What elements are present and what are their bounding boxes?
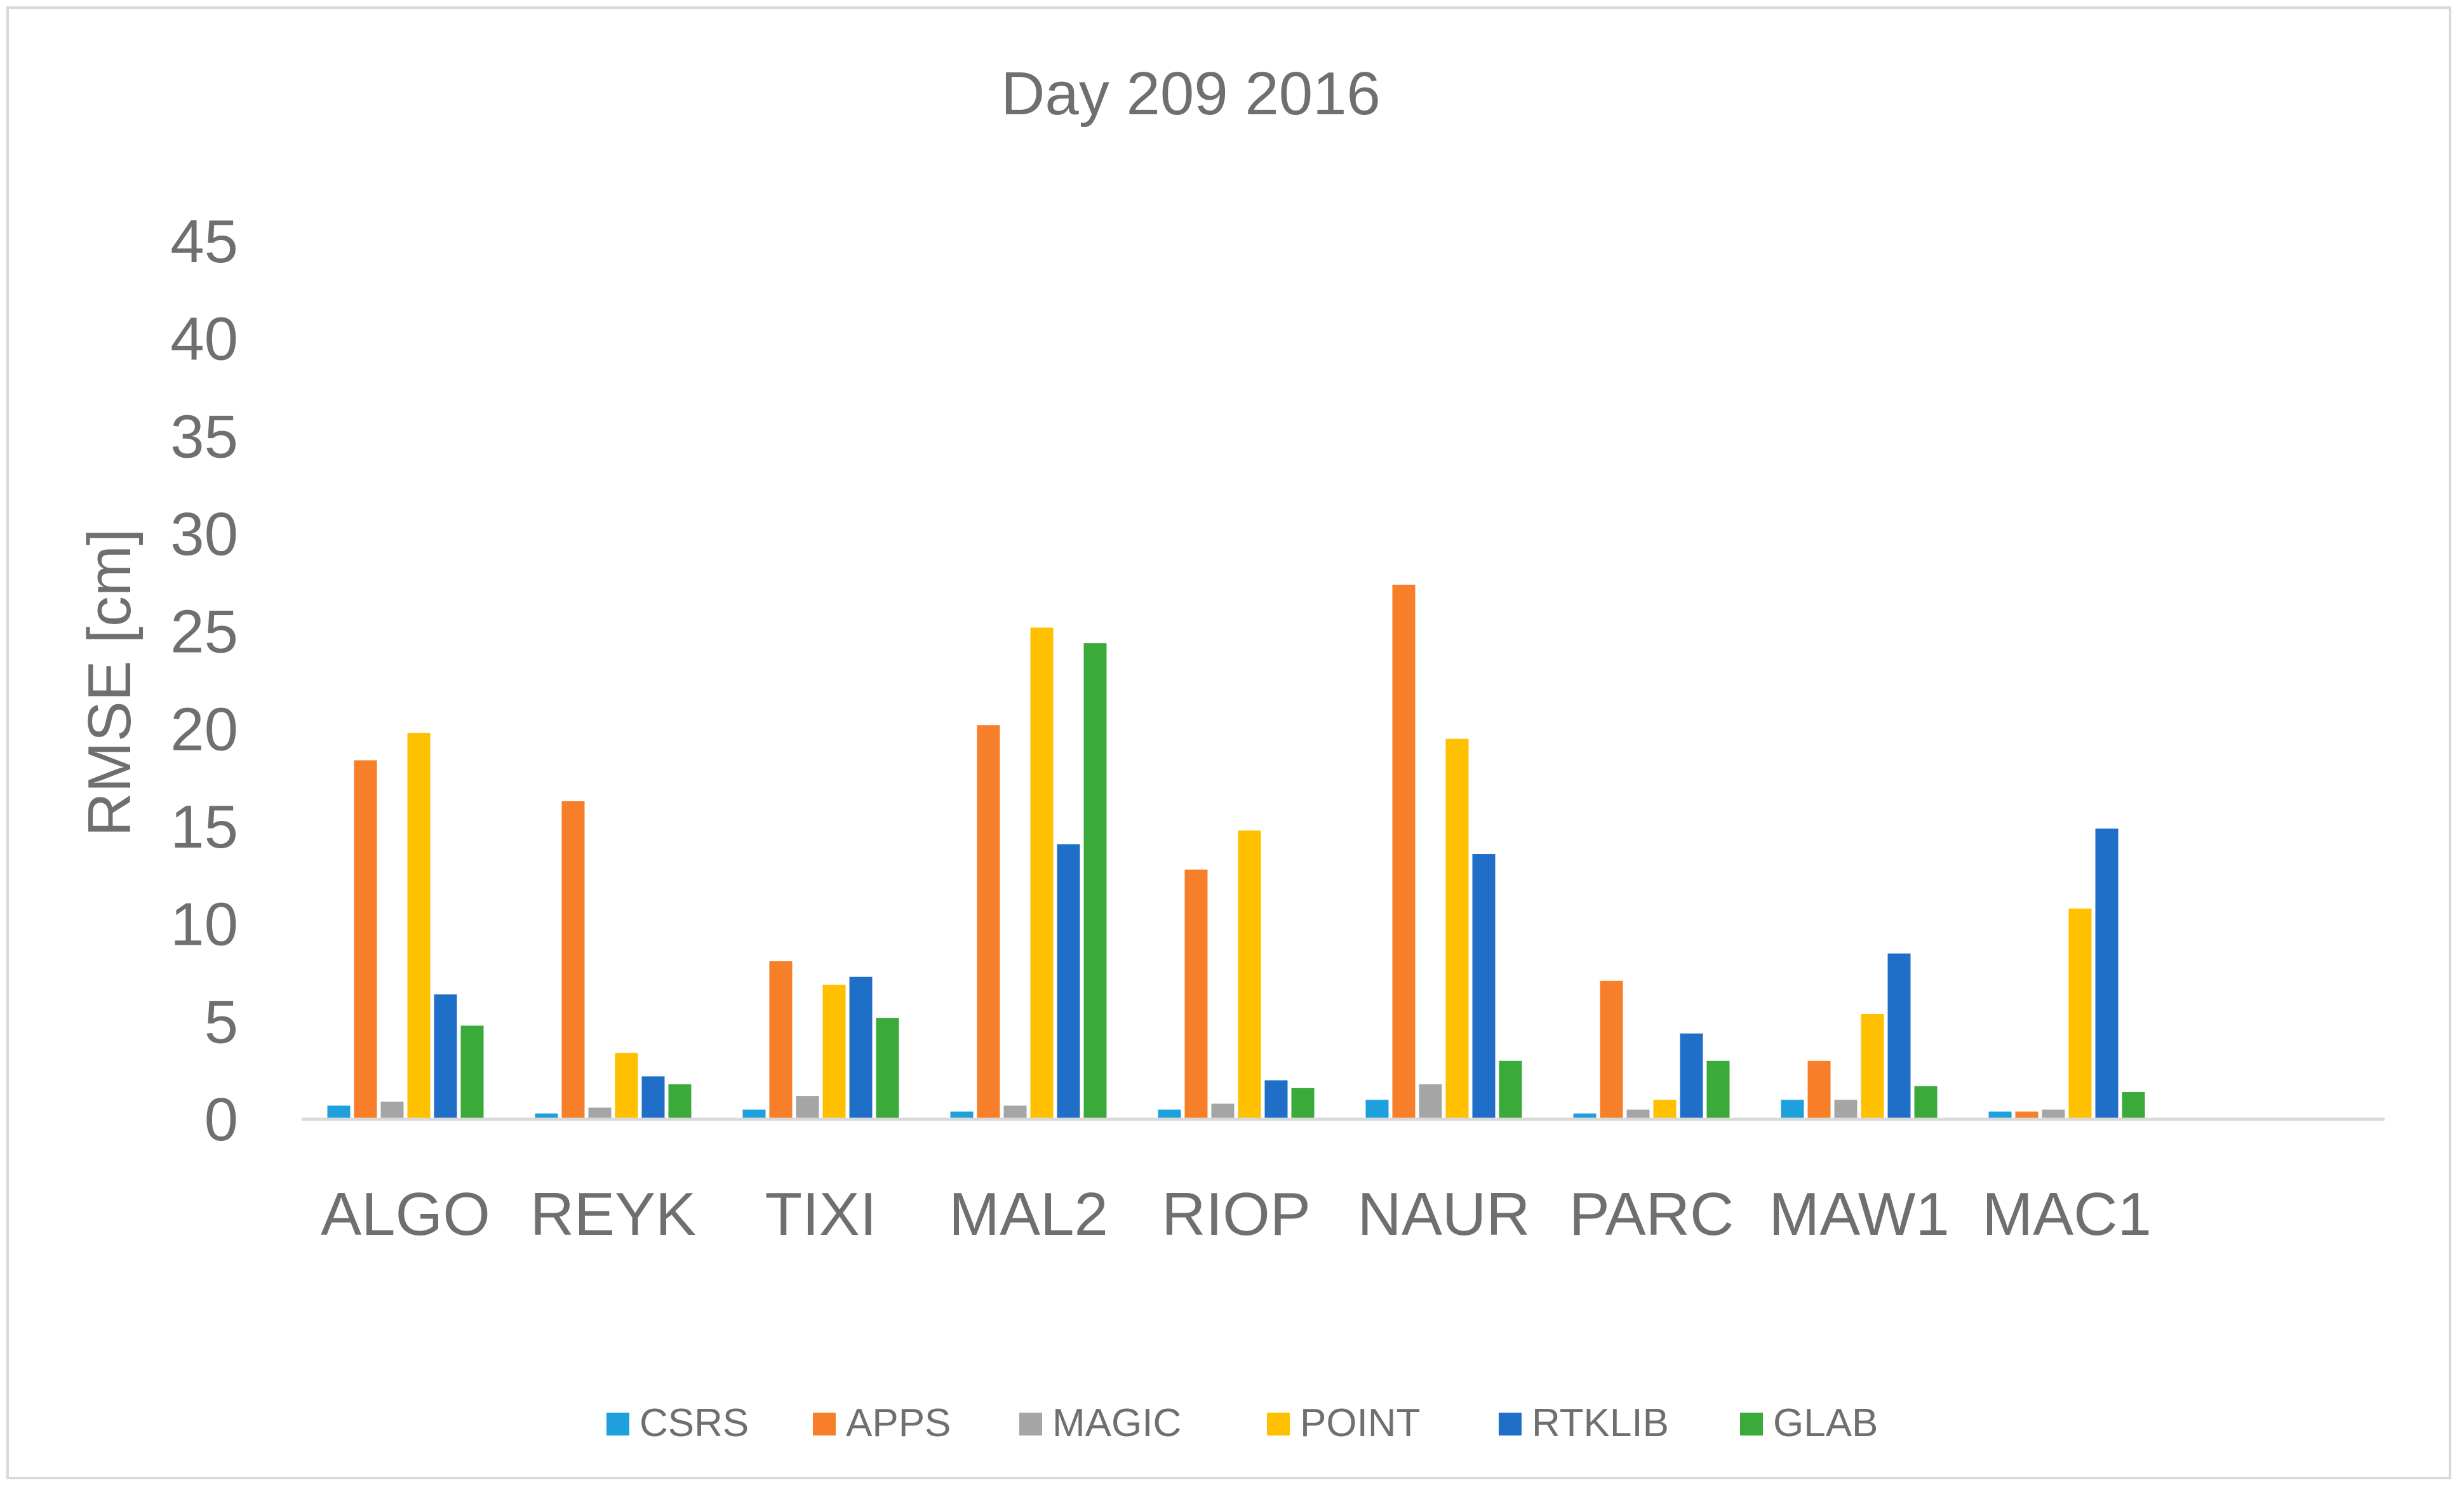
- legend-swatch-glab: [1740, 1413, 1763, 1435]
- bar-glab-reyk: [668, 1084, 692, 1119]
- bar-csrs-algo: [327, 1105, 351, 1119]
- bar-apps-mal2: [977, 725, 1000, 1119]
- bar-rtklib-parc: [1680, 1033, 1703, 1119]
- bar-magic-mal2: [1003, 1105, 1027, 1119]
- bars: [327, 584, 2145, 1119]
- y-tick-label: 25: [170, 598, 238, 666]
- bar-magic-algo: [380, 1102, 404, 1119]
- bar-glab-mac1: [2122, 1091, 2145, 1119]
- bar-point-algo: [407, 733, 431, 1119]
- x-tick-label: REYK: [530, 1180, 696, 1248]
- bar-point-reyk: [615, 1053, 638, 1119]
- bar-rtklib-algo: [434, 994, 457, 1119]
- bar-rtklib-mac1: [2095, 829, 2119, 1119]
- bar-magic-riop: [1211, 1103, 1235, 1119]
- bar-magic-reyk: [588, 1107, 612, 1119]
- bar-point-riop: [1238, 830, 1261, 1119]
- legend-label-glab: GLAB: [1773, 1401, 1878, 1445]
- bar-rtklib-tixi: [849, 976, 873, 1119]
- legend-label-apps: APPS: [846, 1401, 951, 1445]
- bar-rtklib-maw1: [1887, 953, 1911, 1119]
- bar-apps-naur: [1392, 584, 1416, 1119]
- bar-csrs-tixi: [742, 1109, 766, 1119]
- x-tick-label: PARC: [1569, 1180, 1734, 1248]
- bar-csrs-parc: [1573, 1113, 1597, 1119]
- bar-rtklib-naur: [1472, 854, 1496, 1119]
- x-tick-label: NAUR: [1357, 1180, 1530, 1248]
- legend-label-rtklib: RTKLIB: [1532, 1401, 1669, 1445]
- y-tick-label: 20: [170, 695, 238, 763]
- bar-rtklib-reyk: [641, 1076, 665, 1119]
- legend-swatch-apps: [813, 1413, 836, 1435]
- bar-apps-mac1: [2015, 1111, 2039, 1119]
- bar-glab-maw1: [1914, 1086, 1938, 1119]
- bar-csrs-mac1: [1988, 1111, 2012, 1119]
- x-tick-label: RIOP: [1162, 1180, 1311, 1248]
- bar-apps-parc: [1600, 980, 1623, 1119]
- legend-swatch-magic: [1019, 1413, 1042, 1435]
- bar-glab-mal2: [1083, 643, 1107, 1119]
- y-tick-label: 5: [204, 988, 238, 1056]
- x-tick-label: MAW1: [1769, 1180, 1949, 1248]
- legend: CSRS APPS MAGIC POINT RTKLIB GLAB: [606, 1401, 1878, 1445]
- bar-glab-riop: [1291, 1088, 1315, 1119]
- bar-apps-algo: [354, 760, 377, 1119]
- bar-csrs-reyk: [535, 1113, 558, 1119]
- bar-point-mal2: [1030, 627, 1054, 1119]
- bar-rtklib-mal2: [1057, 844, 1080, 1119]
- x-tick-label: MAL2: [949, 1180, 1108, 1248]
- y-tick-label: 15: [170, 793, 238, 861]
- bar-csrs-maw1: [1781, 1100, 1804, 1119]
- bar-glab-algo: [460, 1025, 484, 1119]
- bar-magic-tixi: [796, 1096, 819, 1119]
- bar-csrs-riop: [1158, 1109, 1181, 1119]
- legend-label-csrs: CSRS: [639, 1401, 749, 1445]
- bar-point-maw1: [1861, 1014, 1884, 1119]
- y-axis-label: RMSE [cm]: [76, 528, 144, 836]
- x-axis-ticks: ALGO REYK TIXI MAL2 RIOP NAUR PARC MAW1 MAC1: [321, 1180, 2152, 1248]
- y-tick-label: 30: [170, 500, 238, 568]
- legend-swatch-rtklib: [1499, 1413, 1522, 1435]
- bar-point-naur: [1445, 738, 1469, 1119]
- y-tick-label: 45: [170, 208, 238, 276]
- x-tick-label: ALGO: [321, 1180, 490, 1248]
- bar-magic-naur: [1419, 1084, 1442, 1119]
- bar-glab-parc: [1706, 1060, 1730, 1119]
- legend-swatch-csrs: [606, 1413, 629, 1435]
- bar-glab-tixi: [876, 1018, 899, 1119]
- y-tick-label: 40: [170, 305, 238, 373]
- chart-title: Day 209 2016: [1001, 60, 1381, 128]
- y-tick-label: 0: [204, 1086, 238, 1154]
- bar-csrs-mal2: [950, 1111, 974, 1119]
- y-axis-ticks: 0 5 10 15 20 25 30 35 40 45: [170, 208, 238, 1154]
- y-tick-label: 35: [170, 403, 238, 470]
- bar-apps-tixi: [769, 961, 793, 1119]
- bar-magic-parc: [1626, 1109, 1650, 1119]
- bar-point-parc: [1653, 1100, 1677, 1119]
- bar-apps-reyk: [561, 801, 585, 1119]
- bar-rtklib-riop: [1264, 1080, 1288, 1119]
- legend-swatch-point: [1267, 1413, 1290, 1435]
- bar-apps-riop: [1184, 869, 1208, 1119]
- bar-point-tixi: [822, 984, 846, 1119]
- bar-glab-naur: [1499, 1060, 1522, 1119]
- legend-label-magic: MAGIC: [1052, 1401, 1181, 1445]
- x-tick-label: TIXI: [765, 1180, 876, 1248]
- bar-point-mac1: [2068, 909, 2092, 1119]
- legend-label-point: POINT: [1300, 1401, 1420, 1445]
- x-tick-label: MAC1: [1982, 1180, 2152, 1248]
- bar-magic-mac1: [2042, 1109, 2065, 1119]
- bar-apps-maw1: [1807, 1060, 1831, 1119]
- bar-csrs-naur: [1365, 1100, 1389, 1119]
- bar-magic-maw1: [1834, 1100, 1858, 1119]
- y-tick-label: 10: [170, 891, 238, 959]
